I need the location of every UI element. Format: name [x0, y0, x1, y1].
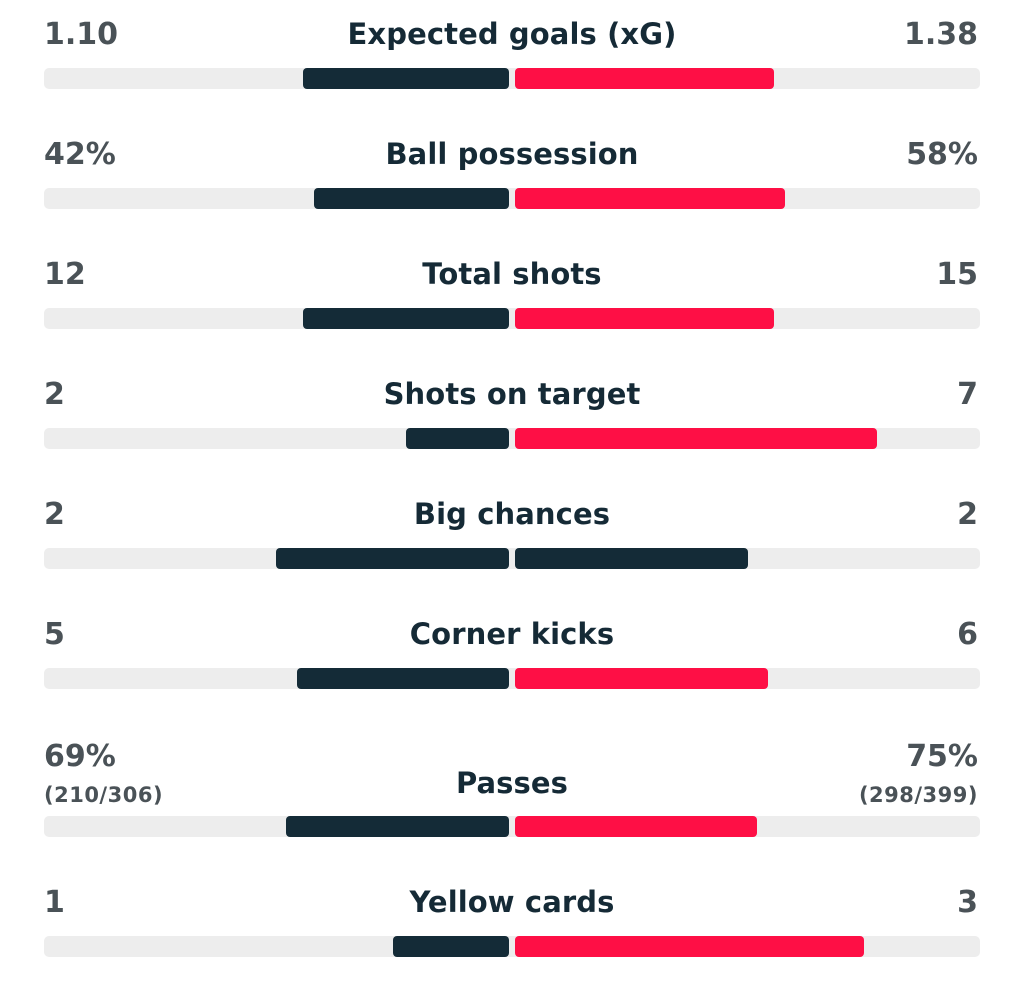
away-value: 3 [957, 885, 978, 920]
away-value: 58% [906, 137, 978, 172]
home-value: 12 [44, 257, 86, 292]
away-bar [515, 188, 785, 209]
stat-label: Corner kicks [409, 617, 615, 651]
stat-bar-track [44, 428, 980, 449]
stat-bar-track [44, 68, 980, 89]
home-bar [314, 188, 509, 209]
home-bar [276, 548, 509, 569]
stat-label: Big chances [413, 497, 611, 531]
away-bar [515, 428, 877, 449]
stat-label: Expected goals (xG) [347, 17, 677, 51]
away-value: 15 [936, 257, 978, 292]
home-bar [393, 936, 509, 957]
home-value: 5 [44, 617, 65, 652]
stat-label: Passes [455, 766, 569, 800]
stat-label: Shots on target [383, 377, 641, 411]
away-sub-value: (298/399) [858, 783, 978, 807]
away-value: 1.38 [903, 17, 978, 52]
stat-label: Total shots [422, 257, 602, 291]
stat-label: Ball possession [385, 137, 639, 171]
away-bar [515, 668, 768, 689]
home-value: 1 [44, 885, 65, 920]
home-value: 1.10 [44, 17, 119, 52]
home-bar [303, 308, 509, 329]
stat-bar-track [44, 936, 980, 957]
home-bar [303, 68, 509, 89]
away-value: 75% [906, 739, 978, 774]
away-value: 2 [957, 497, 978, 532]
stat-label: Yellow cards [409, 885, 615, 919]
home-bar [406, 428, 509, 449]
home-sub-value: (210/306) [44, 783, 164, 807]
home-value: 2 [44, 497, 65, 532]
away-bar [515, 936, 864, 957]
stat-bar-track [44, 548, 980, 569]
home-bar [297, 668, 509, 689]
away-bar [515, 548, 748, 569]
home-value: 42% [44, 137, 116, 172]
home-bar [286, 816, 509, 837]
away-value: 7 [957, 377, 978, 412]
home-value: 2 [44, 377, 65, 412]
away-value: 6 [957, 617, 978, 652]
away-bar [515, 308, 774, 329]
away-bar [515, 68, 774, 89]
home-value: 69% [44, 739, 116, 774]
stat-bar-track [44, 816, 980, 837]
away-bar [515, 816, 757, 837]
stat-bar-track [44, 188, 980, 209]
stat-bar-track [44, 308, 980, 329]
stat-bar-track [44, 668, 980, 689]
